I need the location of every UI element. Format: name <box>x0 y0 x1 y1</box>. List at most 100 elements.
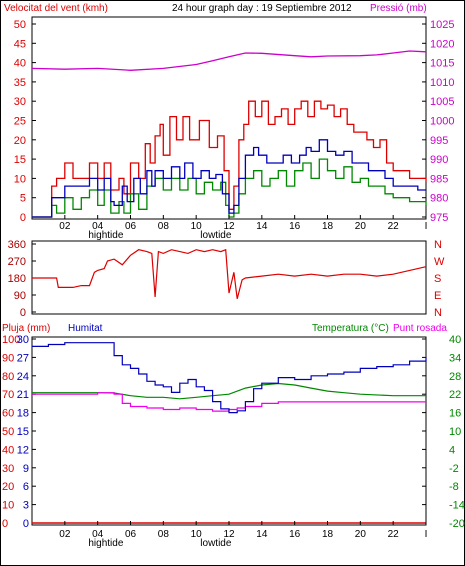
pressure-y-tick-1000: 1000 <box>430 116 454 128</box>
temp-y-tick-40: 40 <box>449 334 461 346</box>
wind-y-tick-15: 15 <box>14 154 26 166</box>
rain-y-tick-100: 100 <box>2 334 20 346</box>
pressure-y-tick-1020: 1020 <box>430 38 454 50</box>
dew-point-title: Punt rosada <box>393 323 447 334</box>
wind-y-tick-30: 30 <box>14 96 26 108</box>
humidity-y-tick-0: 0 <box>23 518 29 530</box>
rain-x-tick-06: 06 <box>125 529 137 540</box>
dew-point-line <box>32 392 426 412</box>
rain-x-tick-12: 12 <box>223 529 235 540</box>
wind-x-tick-22: 22 <box>388 221 400 232</box>
direction-y-tick-270: 270 <box>8 256 26 268</box>
pressure-line <box>31 50 427 71</box>
rain-y-tick-70: 70 <box>2 389 14 401</box>
rain-x-tick-10: 10 <box>191 529 203 540</box>
rain-hightide-label: hightide <box>88 538 123 549</box>
wind-x-tick-14: 14 <box>256 221 268 232</box>
rain-y-tick-20: 20 <box>2 481 14 493</box>
pressure-y-tick-975: 975 <box>430 212 448 224</box>
direction-compass-w-1: W <box>434 256 445 268</box>
wind-y-tick-0: 0 <box>20 212 26 224</box>
humidity-y-tick-24: 24 <box>17 371 29 383</box>
rain-lowtide-label: lowtide <box>200 538 232 549</box>
direction-y-tick-90: 90 <box>14 290 26 302</box>
wind-lowtide-label: lowtide <box>200 230 232 241</box>
humidity-line <box>32 342 427 414</box>
temp-y-tick-20: -20 <box>449 518 465 530</box>
rain-x-tick-22: 22 <box>388 529 400 540</box>
rain-x-tick-18: 18 <box>322 529 334 540</box>
rain-y-tick-0: 0 <box>2 518 8 530</box>
humidity-y-tick-3: 3 <box>23 500 29 512</box>
humidity-y-tick-15: 15 <box>17 426 29 438</box>
rain-x-tick-16: 16 <box>289 529 301 540</box>
direction-panel-frame <box>31 240 427 315</box>
direction-y-tick-0: 0 <box>20 307 26 319</box>
pressure-y-tick-990: 990 <box>430 154 448 166</box>
wind-y-tick-5: 5 <box>20 193 26 205</box>
wind-hightide-label: hightide <box>88 230 123 241</box>
direction-compass-s-2: S <box>434 273 441 285</box>
temp-y-tick-2: -2 <box>449 463 459 475</box>
wind-x-tick-10: 10 <box>191 221 203 232</box>
temperature-line <box>32 382 426 400</box>
pressure-y-tick-985: 985 <box>430 173 448 185</box>
wind-y-tick-20: 20 <box>14 135 26 147</box>
wind-line-vent-mitj-kmh <box>32 158 427 218</box>
humidity-y-tick-30: 30 <box>17 334 29 346</box>
wind-y-tick-45: 45 <box>14 38 26 50</box>
rain-y-tick-30: 30 <box>2 463 14 475</box>
humidity-y-tick-21: 21 <box>17 389 29 401</box>
rain-x-tick-i: I <box>425 529 428 540</box>
pressure-y-tick-1005: 1005 <box>430 96 454 108</box>
wind-x-tick-08: 08 <box>158 221 170 232</box>
rain-y-tick-40: 40 <box>2 444 14 456</box>
pressure-y-tick-1010: 1010 <box>430 77 454 89</box>
rain-x-tick-08: 08 <box>158 529 170 540</box>
direction-compass-e-3: E <box>434 290 441 302</box>
rain-panel-frame <box>31 336 427 526</box>
temp-y-tick-8: -8 <box>449 481 459 493</box>
direction-y-tick-360: 360 <box>8 239 26 251</box>
humidity-y-tick-12: 12 <box>17 444 29 456</box>
wind-y-tick-25: 25 <box>14 116 26 128</box>
wind-x-tick-06: 06 <box>125 221 137 232</box>
temp-y-tick-34: 34 <box>449 352 461 364</box>
temperature-title: Temperatura (°C) <box>312 323 389 334</box>
wind-x-tick-16: 16 <box>289 221 301 232</box>
temp-y-tick-22: 22 <box>449 389 461 401</box>
rain-x-tick-20: 20 <box>355 529 367 540</box>
direction-compass-n-0: N <box>434 239 442 251</box>
wind-y-tick-35: 35 <box>14 77 26 89</box>
rain-x-tick-14: 14 <box>256 529 268 540</box>
humidity-title: Humitat <box>68 323 103 334</box>
humidity-y-tick-9: 9 <box>23 463 29 475</box>
wind-y-tick-40: 40 <box>14 58 26 70</box>
rain-y-tick-50: 50 <box>2 426 14 438</box>
rain-y-tick-80: 80 <box>2 371 14 383</box>
temp-y-tick-28: 28 <box>449 371 461 383</box>
pressure-title: Pressió (mb) <box>370 3 427 14</box>
humidity-y-tick-6: 6 <box>23 481 29 493</box>
humidity-y-tick-18: 18 <box>17 408 29 420</box>
wind-y-tick-10: 10 <box>14 173 26 185</box>
wind-direction-line <box>32 248 427 299</box>
pressure-y-tick-1025: 1025 <box>430 19 454 31</box>
rain-x-tick-02: 02 <box>59 529 71 540</box>
temp-y-tick-4: 4 <box>449 444 455 456</box>
wind-speed-title: Velocitat del vent (kmh) <box>4 3 108 14</box>
pressure-y-tick-1015: 1015 <box>430 58 454 70</box>
wind-line-velocitat-del-vent-kmh <box>32 139 426 218</box>
wind-x-tick-20: 20 <box>355 221 367 232</box>
wind-x-tick-12: 12 <box>223 221 235 232</box>
direction-y-tick-180: 180 <box>8 273 26 285</box>
temp-y-tick-10: 10 <box>449 426 461 438</box>
temp-y-tick-16: 16 <box>449 408 461 420</box>
wind-y-tick-50: 50 <box>14 19 26 31</box>
wind-x-tick-18: 18 <box>322 221 334 232</box>
rain-y-tick-10: 10 <box>2 500 14 512</box>
wind-x-tick-04: 04 <box>92 221 104 232</box>
humidity-y-tick-27: 27 <box>17 352 29 364</box>
